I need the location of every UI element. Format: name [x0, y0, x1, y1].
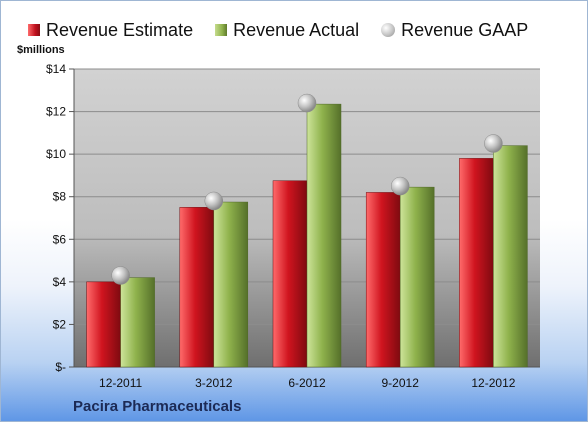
legend-item-actual: Revenue Actual — [215, 20, 359, 41]
legend-label-gaap: Revenue GAAP — [401, 19, 529, 40]
y-axis-label: $millions — [17, 44, 65, 56]
x-tick-label: 6-2012 — [288, 376, 326, 390]
legend: Revenue Estimate Revenue Actual Revenue … — [28, 17, 528, 43]
y-tick-label: $6 — [53, 232, 67, 246]
marker-revenue-gaap — [484, 134, 503, 153]
y-tick-label: $4 — [53, 275, 67, 289]
y-tick-label: $8 — [53, 190, 67, 204]
marker-revenue-gaap — [390, 176, 410, 196]
legend-label-estimate: Revenue Estimate — [46, 19, 194, 40]
legend-swatch-estimate — [28, 24, 40, 36]
bar-revenue-estimate — [272, 180, 308, 368]
legend-item-estimate: Revenue Estimate — [28, 20, 193, 41]
y-tick-label: $14 — [46, 62, 66, 76]
bar-revenue-actual — [120, 277, 155, 368]
bar-revenue-actual — [493, 145, 528, 368]
x-tick-label: 12-2011 — [99, 376, 142, 390]
bar-revenue-estimate — [179, 207, 215, 368]
marker-revenue-gaap — [297, 93, 317, 113]
y-tick-label: $10 — [46, 147, 66, 161]
company-name: Pacira Pharmaceuticals — [73, 398, 242, 415]
bar-revenue-actual — [213, 201, 249, 368]
bar-revenue-estimate — [86, 281, 121, 368]
y-tick-label: $- — [55, 360, 66, 374]
legend-swatch-gaap — [381, 23, 396, 37]
x-tick-label: 12-2012 — [471, 376, 515, 390]
bar-revenue-estimate — [459, 158, 494, 368]
legend-label-actual: Revenue Actual — [233, 19, 360, 40]
y-tick-label: $2 — [53, 317, 67, 331]
marker-revenue-gaap — [111, 266, 130, 285]
bar-revenue-actual — [399, 186, 435, 368]
y-tick-label: $12 — [46, 105, 66, 119]
bar-revenue-estimate — [365, 192, 401, 368]
x-tick-label: 3-2012 — [195, 376, 233, 390]
legend-item-gaap: Revenue GAAP — [381, 20, 528, 41]
legend-swatch-actual — [215, 24, 228, 36]
x-tick-label: 9-2012 — [382, 376, 420, 390]
marker-revenue-gaap — [204, 191, 224, 211]
bar-revenue-actual — [306, 103, 342, 368]
